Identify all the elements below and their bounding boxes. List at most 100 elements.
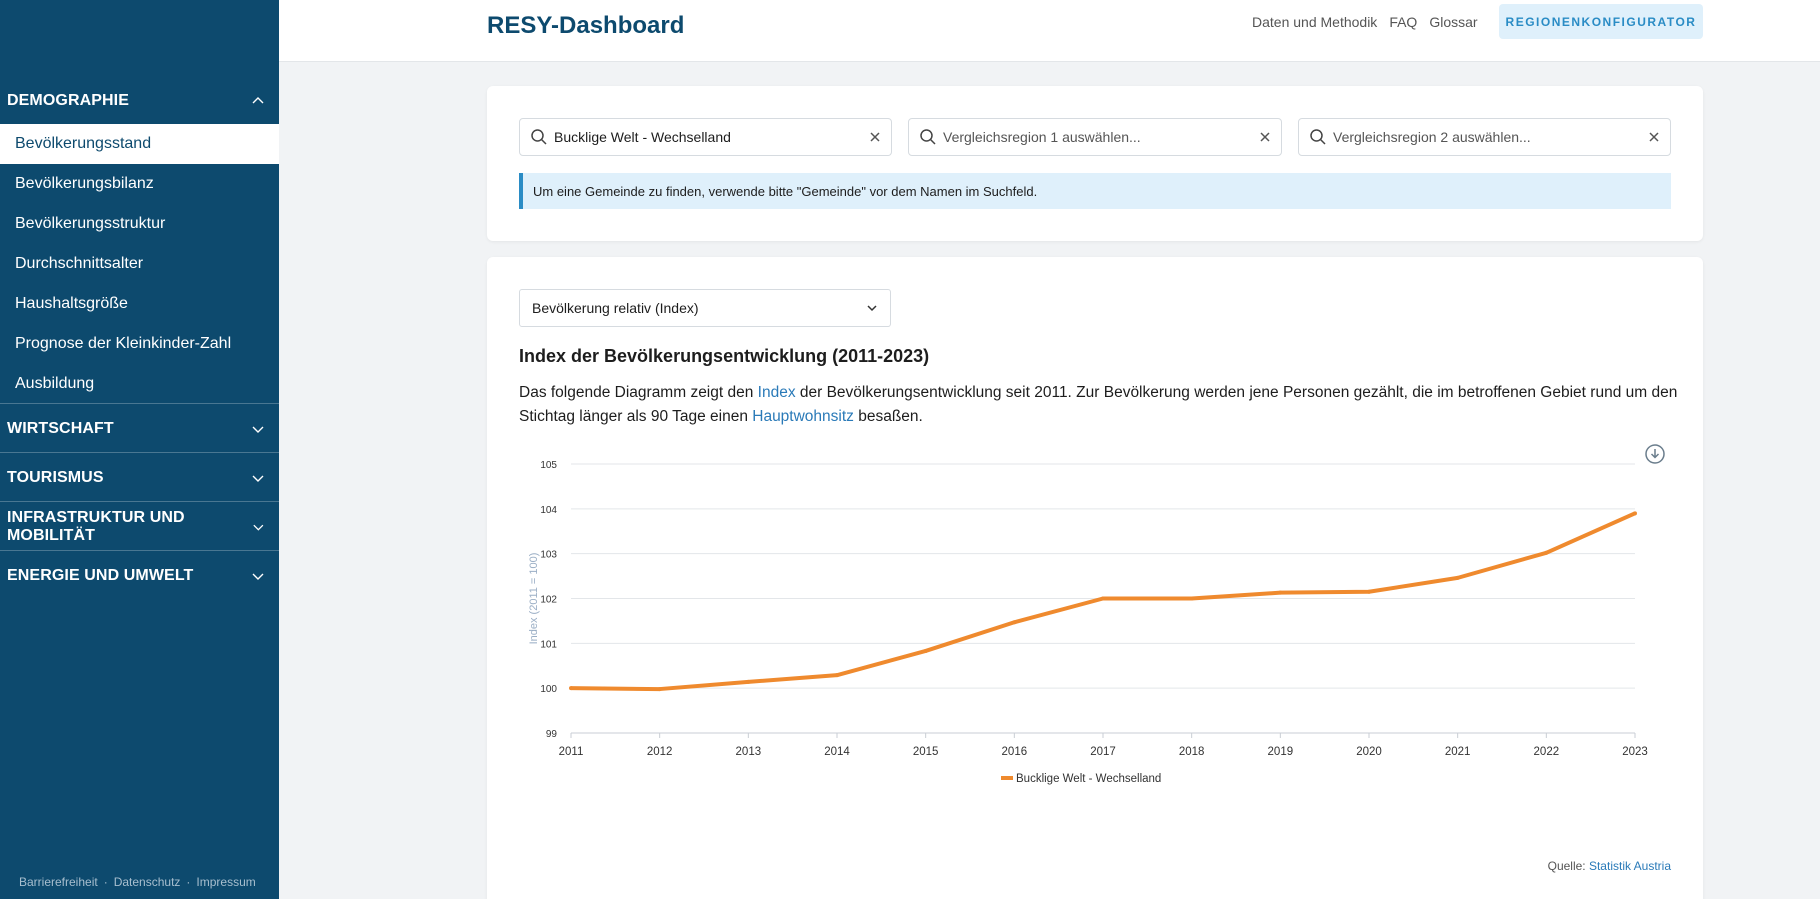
source-note: Quelle: Statistik Austria [1548, 859, 1671, 873]
sidebar-item-label: Ausbildung [15, 375, 95, 392]
x-tick-label: 2015 [913, 746, 939, 758]
nav-link-faq[interactable]: FAQ [1389, 14, 1418, 30]
compare-region-2-placeholder: Vergleichsregion 2 auswählen... [1333, 129, 1531, 145]
chart-description: Das folgende Diagramm zeigt den Index de… [519, 381, 1679, 429]
divider [0, 501, 279, 502]
indicator-select-value: Bevölkerung relativ (Index) [532, 300, 699, 316]
legend-label[interactable]: Bucklige Welt - Wechselland [1016, 773, 1161, 785]
data-point[interactable] [1367, 589, 1371, 594]
sidebar-section-wirtschaft[interactable]: WIRTSCHAFT [0, 404, 279, 453]
data-point[interactable] [1278, 590, 1283, 595]
sidebar-item-label: Prognose der Kleinkinder-Zahl [15, 335, 232, 352]
top-nav: Daten und Methodik FAQ Glossar [1252, 14, 1478, 30]
chevron-down-icon [252, 426, 264, 433]
hauptwohnsitz-link[interactable]: Hauptwohnsitz [752, 408, 854, 425]
compare-region-1-input[interactable]: Vergleichsregion 1 auswählen... [908, 118, 1282, 156]
x-tick-label: 2013 [736, 746, 762, 758]
chevron-up-icon [252, 96, 264, 103]
sidebar-footer: Barrierefreiheit · Datenschutz · Impress… [19, 875, 256, 889]
data-point[interactable] [1189, 596, 1194, 601]
download-icon[interactable] [1644, 443, 1666, 465]
separator: · [186, 875, 191, 889]
data-point[interactable] [569, 686, 573, 691]
data-point[interactable] [835, 673, 839, 678]
sidebar-item-label: Haushaltsgröße [15, 295, 128, 312]
sidebar-item-prognose-kleinkinder[interactable]: Prognose der Kleinkinder-Zahl [0, 324, 279, 364]
sidebar-section-infrastruktur[interactable]: INFRASTRUKTUR UND MOBILITÄT [0, 502, 279, 551]
sidebar-item-ausbildung[interactable]: Ausbildung [0, 364, 279, 404]
search-icon [920, 129, 936, 145]
chart-title: Index der Bevölkerungsentwicklung (2011-… [519, 346, 930, 366]
page-title[interactable]: RESY-Dashboard [487, 12, 685, 39]
sidebar-section-energie[interactable]: ENERGIE UND UMWELT [0, 551, 279, 600]
region-search-input[interactable]: Bucklige Welt - Wechselland [519, 118, 892, 156]
sidebar-item-durchschnittsalter[interactable]: Durchschnittsalter [0, 244, 279, 284]
y-tick-label: 99 [546, 729, 558, 740]
section-label: INFRASTRUKTUR UND MOBILITÄT [7, 508, 185, 544]
sidebar-item-haushaltsgroesse[interactable]: Haushaltsgröße [0, 284, 279, 324]
x-tick-label: 2012 [647, 746, 673, 758]
indicator-select[interactable]: Bevölkerung relativ (Index) [519, 289, 891, 327]
regionenkonfigurator-button[interactable]: REGIONENKONFIGURATOR [1499, 4, 1703, 39]
sidebar-item-bevoelkerungsstand[interactable]: Bevölkerungsstand [0, 124, 279, 164]
desc-text-2: der Bevölkerungsentwicklung seit 2011. Z… [519, 384, 1678, 425]
source-label: Quelle: [1547, 859, 1589, 873]
compare-region-2-input[interactable]: Vergleichsregion 2 auswählen... [1298, 118, 1671, 156]
search-icon [531, 129, 547, 145]
x-tick-label: 2011 [559, 746, 584, 758]
imprint-link[interactable]: Impressum [196, 875, 256, 889]
compare-region-1-placeholder: Vergleichsregion 1 auswählen... [943, 129, 1141, 145]
data-point[interactable] [923, 648, 928, 653]
accessibility-link[interactable]: Barrierefreiheit [19, 875, 98, 889]
x-tick-label: 2017 [1090, 746, 1116, 758]
top-header: RESY-Dashboard Daten und Methodik FAQ Gl… [279, 0, 1820, 62]
x-tick-label: 2020 [1356, 746, 1382, 758]
x-tick-label: 2016 [1002, 746, 1028, 758]
data-point[interactable] [1544, 550, 1549, 555]
data-point[interactable] [1455, 575, 1460, 580]
nav-link-daten-methodik[interactable]: Daten und Methodik [1252, 14, 1378, 30]
y-tick-label: 105 [540, 460, 557, 471]
sidebar-item-label: Bevölkerungsstand [15, 135, 152, 152]
y-axis-label: Index (2011 = 100) [528, 553, 540, 645]
clear-icon[interactable] [1648, 131, 1660, 143]
section-label: WIRTSCHAFT [7, 419, 114, 437]
nav-link-glossar[interactable]: Glossar [1429, 14, 1478, 30]
sidebar: DEMOGRAPHIE Bevölkerungsstand Bevölkerun… [0, 0, 279, 899]
y-tick-label: 102 [540, 595, 557, 606]
x-tick-label: 2014 [824, 746, 850, 758]
y-tick-label: 104 [540, 505, 557, 516]
chevron-down-icon [252, 475, 264, 482]
data-point[interactable] [1633, 511, 1637, 516]
sidebar-section-tourismus[interactable]: TOURISMUS [0, 453, 279, 502]
sidebar-section-demographie[interactable]: DEMOGRAPHIE [0, 76, 279, 125]
data-point[interactable] [1101, 596, 1105, 601]
sidebar-item-label: Bevölkerungsbilanz [15, 175, 154, 192]
source-link[interactable]: Statistik Austria [1588, 859, 1671, 873]
x-tick-label: 2022 [1534, 746, 1560, 758]
divider [0, 550, 279, 551]
desc-text-3: besaßen. [853, 408, 923, 425]
search-icon [1310, 129, 1326, 145]
clear-icon[interactable] [1259, 131, 1271, 143]
data-point[interactable] [746, 679, 751, 684]
separator: · [103, 875, 108, 889]
sidebar-item-bevoelkerungsstruktur[interactable]: Bevölkerungsstruktur [0, 204, 279, 244]
sidebar-item-bevoelkerungsbilanz[interactable]: Bevölkerungsbilanz [0, 164, 279, 204]
divider [0, 452, 279, 453]
data-point[interactable] [1012, 620, 1017, 625]
chevron-down-icon [867, 305, 877, 312]
desc-text-1: Das folgende Diagramm zeigt den [519, 384, 758, 401]
data-point[interactable] [657, 687, 662, 692]
section-label: DEMOGRAPHIE [7, 91, 129, 109]
population-index-line-chart: 99 100 101 102 103 104 105 2011 2012 2013 2014 201… [528, 460, 1648, 785]
clear-icon[interactable] [869, 131, 881, 143]
index-link[interactable]: Index [757, 384, 796, 401]
legend-swatch [1001, 776, 1013, 780]
series-line[interactable] [570, 511, 1636, 692]
region-search-value: Bucklige Welt - Wechselland [554, 129, 731, 145]
y-tick-label: 100 [540, 684, 557, 695]
sidebar-item-label: Bevölkerungsstruktur [15, 215, 166, 232]
chevron-down-icon [253, 524, 264, 531]
privacy-link[interactable]: Datenschutz [113, 875, 181, 889]
